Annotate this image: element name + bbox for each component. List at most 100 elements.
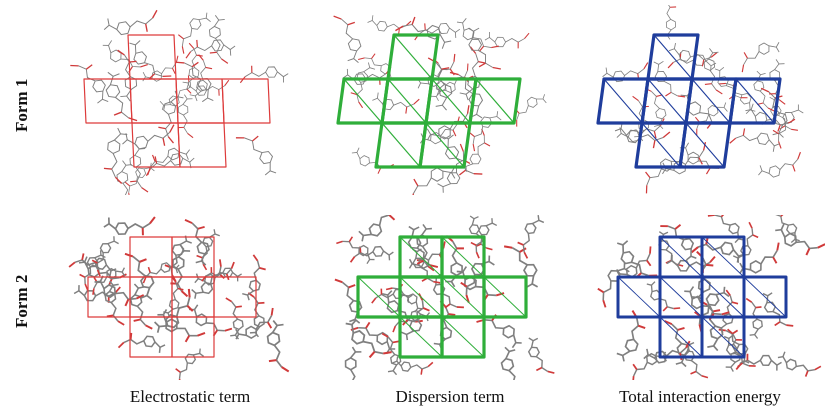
tail-branch	[473, 216, 479, 220]
tail-chain	[73, 289, 85, 297]
tail-chain	[361, 233, 372, 242]
side-chain	[702, 305, 722, 316]
tail-branch	[658, 60, 664, 65]
benzene-ring	[655, 108, 667, 120]
side-chain	[111, 153, 118, 178]
side-chain	[740, 359, 761, 365]
oxygen-bond	[268, 359, 277, 363]
tail-chain	[103, 24, 118, 30]
tail-branch	[349, 318, 356, 323]
benzene-ring	[749, 259, 762, 274]
tail-branch	[201, 97, 208, 103]
oxygen-bond	[124, 298, 130, 307]
oxygen-bond	[336, 240, 343, 245]
oxygen-bond	[767, 107, 775, 112]
molecule	[732, 221, 759, 263]
molecule	[680, 90, 730, 129]
tail-branch	[218, 19, 225, 21]
side-chain	[472, 126, 484, 145]
tail-branch	[462, 266, 468, 273]
side-chain	[796, 240, 818, 250]
side-chain	[774, 215, 789, 226]
side-chain	[631, 317, 640, 340]
oxygen-bond	[780, 215, 786, 217]
oxygen-bond	[727, 328, 734, 335]
energy-framework	[356, 235, 528, 359]
side-chain	[177, 82, 190, 98]
oxygen-bond	[674, 224, 682, 230]
oxygen-bond	[649, 246, 652, 254]
oxygen-bond	[797, 151, 801, 160]
benzene-ring	[164, 313, 180, 329]
oxygen-bond	[805, 248, 811, 256]
tail-chain	[187, 77, 194, 88]
tail-chain	[753, 328, 759, 339]
oxygen-bond	[145, 324, 153, 330]
framework-cylinder-thin	[691, 78, 731, 124]
side-chain	[440, 123, 458, 136]
framework-cylinder-thin	[617, 276, 661, 318]
side-chain	[779, 158, 799, 170]
side-chain	[639, 134, 664, 142]
molecule	[182, 42, 203, 88]
oxygen-bond	[748, 364, 756, 367]
molecule-layer	[334, 215, 555, 380]
tail-branch	[723, 292, 730, 298]
oxygen-bond	[748, 221, 753, 229]
side-chain	[144, 62, 164, 77]
molecule	[103, 9, 158, 36]
molecule	[142, 55, 179, 82]
oxygen-bond	[465, 294, 470, 303]
molecule	[741, 42, 780, 73]
side-chain	[638, 100, 644, 120]
oxygen-bond	[114, 286, 121, 294]
oxygen-bond	[547, 370, 555, 374]
molecule	[189, 54, 213, 102]
oxygen-bond	[720, 215, 727, 218]
framework-cylinder-thin	[701, 276, 745, 318]
tail-branch	[277, 323, 284, 327]
oxygen-bond	[741, 64, 745, 73]
oxygen-bond	[259, 267, 266, 271]
tail-branch	[264, 170, 271, 176]
molecule	[225, 297, 244, 340]
benzene-ring	[408, 319, 423, 332]
tail-branch	[605, 67, 608, 74]
side-chain	[178, 362, 188, 379]
oxygen-bond	[85, 64, 93, 70]
oxygen-bond	[133, 318, 141, 322]
side-chain	[412, 177, 432, 194]
tail-branch	[400, 331, 407, 336]
molecule	[643, 340, 691, 364]
molecule	[349, 245, 394, 263]
side-chain	[342, 240, 360, 249]
oxygen-bond	[774, 321, 781, 327]
side-chain	[454, 70, 468, 85]
tail-chain	[194, 90, 202, 102]
side-chain	[458, 74, 474, 95]
oxygen-bond	[381, 332, 389, 338]
side-chain	[356, 82, 363, 102]
tail-branch	[377, 92, 379, 99]
side-chain	[176, 327, 198, 337]
oxygen-bond	[731, 329, 739, 335]
side-chain	[200, 60, 207, 81]
molecule	[153, 288, 194, 333]
molecule	[616, 310, 646, 362]
tail-chain	[107, 236, 115, 245]
benzene-ring	[168, 298, 180, 310]
tail-branch	[646, 348, 649, 355]
oxygen-bond	[187, 133, 194, 139]
tail-branch	[732, 255, 739, 259]
tail-chain	[351, 152, 361, 159]
energy-framework	[596, 33, 782, 169]
side-chain	[191, 48, 197, 68]
oxygen-bond	[158, 126, 166, 130]
side-chain	[475, 285, 497, 297]
molecule	[456, 18, 499, 52]
oxygen-bond	[760, 87, 770, 93]
framework-cylinder-thin	[659, 236, 703, 278]
side-chain	[172, 282, 179, 300]
molecule	[484, 32, 530, 49]
oxygen-bond	[725, 289, 731, 297]
